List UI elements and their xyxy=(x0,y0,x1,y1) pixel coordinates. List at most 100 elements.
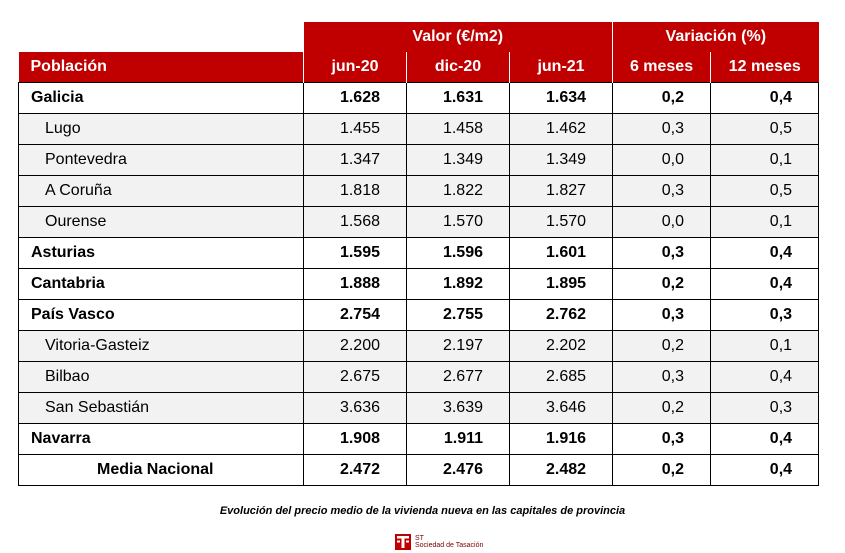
row-value: 2.754 xyxy=(303,299,407,331)
row-name: Ourense xyxy=(18,206,304,238)
row-value: 0,3 xyxy=(612,237,711,269)
row-value: 2.202 xyxy=(508,330,613,362)
row-name: Galicia xyxy=(18,82,304,114)
row-value: 0,3 xyxy=(612,299,711,331)
column-header-row: Población jun-20 dic-20 jun-21 6 meses 1… xyxy=(18,52,819,83)
row-value: 1.911 xyxy=(406,423,510,455)
row-value: 2.762 xyxy=(508,299,613,331)
table-row: Cantabria 1.888 1.892 1.895 0,2 0,4 xyxy=(18,268,820,300)
row-value: 1.822 xyxy=(406,175,510,207)
header-valor: Valor (€/m2) xyxy=(303,22,613,52)
row-name: San Sebastián xyxy=(18,392,304,424)
table-row: Ourense 1.568 1.570 1.570 0,0 0,1 xyxy=(18,206,820,238)
table-row: San Sebastián 3.636 3.639 3.646 0,2 0,3 xyxy=(18,392,820,424)
row-value: 0,3 xyxy=(612,423,711,455)
row-value: 3.636 xyxy=(303,392,407,424)
row-value: 3.639 xyxy=(406,392,510,424)
row-value: 1.628 xyxy=(303,82,407,114)
st-logo-icon xyxy=(395,534,411,550)
row-value: 0,4 xyxy=(710,454,820,486)
row-name: Media Nacional xyxy=(18,454,304,486)
row-value: 2.755 xyxy=(406,299,510,331)
table-row: Galicia 1.628 1.631 1.634 0,2 0,4 xyxy=(18,82,820,114)
row-value: 2.482 xyxy=(508,454,613,486)
row-name: Lugo xyxy=(18,113,304,145)
row-value: 1.631 xyxy=(406,82,510,114)
row-value: 0,2 xyxy=(612,268,711,300)
row-name: País Vasco xyxy=(18,299,304,331)
row-name: A Coruña xyxy=(18,175,304,207)
row-value: 1.455 xyxy=(303,113,407,145)
row-value: 0,1 xyxy=(710,330,820,362)
logo-company-name: Sociedad de Tasación xyxy=(415,542,484,549)
col-header-6-meses: 6 meses xyxy=(612,52,711,83)
row-value: 0,4 xyxy=(710,82,820,114)
row-value: 1.570 xyxy=(508,206,613,238)
price-table: Valor (€/m2) Variación (%) Población jun… xyxy=(18,22,820,486)
logo-mark: ST xyxy=(415,535,424,542)
col-header-dic20: dic-20 xyxy=(406,52,510,83)
row-value: 0,4 xyxy=(710,237,820,269)
row-value: 0,5 xyxy=(710,175,820,207)
company-logo: ST Sociedad de Tasación xyxy=(395,534,483,550)
row-value: 1.462 xyxy=(508,113,613,145)
row-value: 3.646 xyxy=(508,392,613,424)
row-value: 1.596 xyxy=(406,237,510,269)
row-value: 0,0 xyxy=(612,144,711,176)
row-value: 1.916 xyxy=(508,423,613,455)
row-value: 1.349 xyxy=(406,144,510,176)
table-row: Vitoria-Gasteiz 2.200 2.197 2.202 0,2 0,1 xyxy=(18,330,820,362)
row-value: 0,3 xyxy=(710,392,820,424)
row-value: 0,0 xyxy=(612,206,711,238)
row-value: 1.458 xyxy=(406,113,510,145)
row-value: 0,3 xyxy=(710,299,820,331)
row-value: 0,2 xyxy=(612,454,711,486)
table-body: Galicia 1.628 1.631 1.634 0,2 0,4 Lugo 1.455 1.4… xyxy=(18,82,820,486)
row-value: 0,3 xyxy=(612,175,711,207)
row-value: 2.685 xyxy=(508,361,613,393)
col-header-jun20: jun-20 xyxy=(303,52,407,83)
row-value: 1.827 xyxy=(508,175,613,207)
table-row: Pontevedra 1.347 1.349 1.349 0,0 0,1 xyxy=(18,144,820,176)
col-header-poblacion: Población xyxy=(18,52,304,83)
row-name: Pontevedra xyxy=(18,144,304,176)
row-value: 0,3 xyxy=(612,113,711,145)
row-value: 0,4 xyxy=(710,268,820,300)
row-value: 1.601 xyxy=(508,237,613,269)
header-variacion: Variación (%) xyxy=(612,22,819,52)
row-value: 0,2 xyxy=(612,82,711,114)
row-name: Navarra xyxy=(18,423,304,455)
row-value: 0,3 xyxy=(612,361,711,393)
row-value: 1.349 xyxy=(508,144,613,176)
row-value: 1.347 xyxy=(303,144,407,176)
row-value: 2.472 xyxy=(303,454,407,486)
row-value: 0,2 xyxy=(612,330,711,362)
row-value: 0,2 xyxy=(612,392,711,424)
logo-text: ST Sociedad de Tasación xyxy=(415,535,483,549)
row-value: 1.570 xyxy=(406,206,510,238)
row-value: 1.595 xyxy=(303,237,407,269)
row-value: 0,5 xyxy=(710,113,820,145)
table-row: Asturias 1.595 1.596 1.601 0,3 0,4 xyxy=(18,237,820,269)
row-value: 1.895 xyxy=(508,268,613,300)
row-value: 2.677 xyxy=(406,361,510,393)
table-row: Media Nacional 2.472 2.476 2.482 0,2 0,4 xyxy=(18,454,820,486)
group-header-row: Valor (€/m2) Variación (%) xyxy=(19,22,819,52)
row-value: 1.634 xyxy=(508,82,613,114)
row-value: 0,4 xyxy=(710,361,820,393)
row-value: 0,1 xyxy=(710,206,820,238)
row-value: 1.892 xyxy=(406,268,510,300)
row-value: 1.568 xyxy=(303,206,407,238)
row-value: 0,4 xyxy=(710,423,820,455)
row-value: 0,1 xyxy=(710,144,820,176)
col-header-12-meses: 12 meses xyxy=(710,52,819,83)
header-blank xyxy=(19,22,304,52)
row-value: 2.476 xyxy=(406,454,510,486)
row-value: 1.888 xyxy=(303,268,407,300)
row-name: Bilbao xyxy=(18,361,304,393)
row-value: 1.908 xyxy=(303,423,407,455)
table-row: Bilbao 2.675 2.677 2.685 0,3 0,4 xyxy=(18,361,820,393)
row-value: 1.818 xyxy=(303,175,407,207)
table-row: Navarra 1.908 1.911 1.916 0,3 0,4 xyxy=(18,423,820,455)
row-value: 2.675 xyxy=(303,361,407,393)
